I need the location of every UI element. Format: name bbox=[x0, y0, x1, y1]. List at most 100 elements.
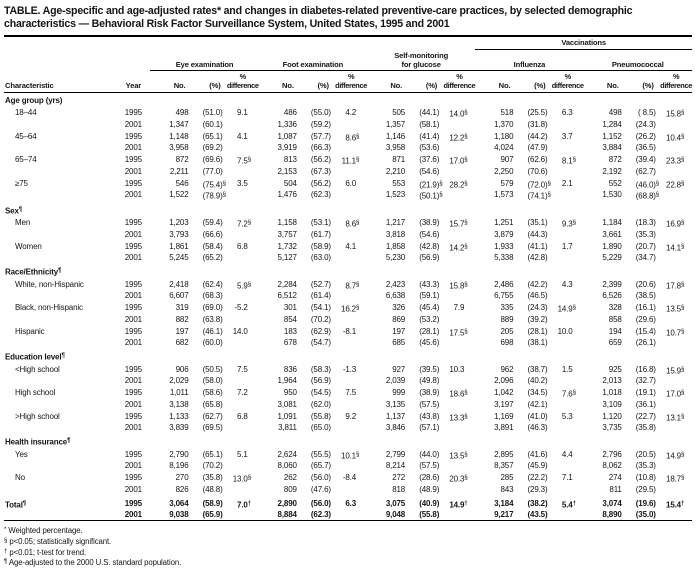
difference-cell bbox=[659, 400, 692, 410]
percent-cell: (31.8) bbox=[527, 119, 548, 129]
row-label: No bbox=[15, 473, 25, 483]
no-cell: 3,846 bbox=[385, 423, 406, 433]
no-cell: 1,146 bbox=[385, 131, 406, 141]
no-cell: 1,087 bbox=[277, 131, 297, 141]
table-row: Men 1995 1,203 (59.4) 7.2§ 1,158 (53.1) 8.6§ 1,2… bbox=[4, 216, 692, 230]
difference-cell bbox=[659, 143, 692, 153]
percent-cell: (58.0) bbox=[202, 376, 223, 386]
difference-cell: 13.5§ bbox=[449, 450, 468, 461]
percent-cell: (36.5) bbox=[635, 143, 656, 153]
year-cell: 1995 bbox=[124, 364, 142, 374]
difference-cell bbox=[226, 120, 259, 130]
no-cell: 505 bbox=[392, 108, 406, 118]
difference-cell bbox=[551, 120, 584, 130]
no-cell: 2,399 bbox=[602, 279, 622, 289]
difference-cell bbox=[442, 338, 475, 348]
year-cell: 2001 bbox=[124, 229, 142, 239]
difference-cell: 17.8§ bbox=[666, 280, 685, 291]
difference-cell: 9.2 bbox=[345, 411, 356, 421]
no-cell: 1,336 bbox=[277, 119, 297, 129]
difference-cell: 13.5§ bbox=[666, 304, 685, 314]
difference-cell bbox=[551, 291, 584, 301]
percent-cell: (20.7) bbox=[635, 241, 656, 251]
difference-cell bbox=[226, 461, 259, 471]
difference-cell bbox=[334, 423, 367, 433]
year-cell: 1995 bbox=[124, 326, 142, 336]
difference-cell bbox=[334, 143, 367, 153]
percent-cell: (35.3) bbox=[635, 229, 656, 239]
row-label: Women bbox=[15, 241, 42, 251]
section-header: Education level¶ bbox=[5, 352, 65, 362]
difference-cell: 5.4† bbox=[561, 499, 577, 510]
no-cell: 272 bbox=[392, 473, 406, 483]
difference-cell: -8.1 bbox=[342, 326, 356, 336]
row-label: 45–64 bbox=[15, 131, 37, 141]
year-cell: 2001 bbox=[124, 461, 142, 471]
no-cell: 3,197 bbox=[494, 399, 514, 409]
no-cell: 546 bbox=[175, 178, 189, 188]
percent-cell: (62.0) bbox=[310, 399, 331, 409]
difference-cell: 7.1 bbox=[561, 473, 573, 483]
difference-cell: 4.3 bbox=[561, 279, 573, 289]
table-row: Hispanic 1995 197 (46.1) 14.0 183 (62.9) -8.1 19… bbox=[4, 325, 692, 339]
no-cell: 925 bbox=[608, 364, 622, 374]
table-row: 2001 882 (63.8) 854 (70.2) 869 (53.2) 889 (39.2)… bbox=[4, 315, 692, 325]
percent-cell: (36.1) bbox=[635, 399, 656, 409]
year-cell: 2001 bbox=[124, 143, 142, 153]
percent-cell: (62.4) bbox=[202, 279, 223, 289]
percent-cell: (15.4) bbox=[635, 326, 656, 336]
difference-cell: 23.3§ bbox=[666, 156, 685, 166]
percent-cell: (53.2) bbox=[419, 314, 440, 324]
difference-cell: 7.5§ bbox=[237, 156, 252, 166]
difference-cell bbox=[442, 400, 475, 410]
percent-cell: (50.1)§ bbox=[419, 191, 443, 201]
no-cell: 6,755 bbox=[494, 291, 514, 301]
no-cell: 3,138 bbox=[169, 399, 189, 409]
percent-cell: (28.6) bbox=[419, 473, 440, 483]
group-header: Influenza bbox=[475, 49, 584, 72]
no-cell: 552 bbox=[608, 178, 622, 188]
difference-cell bbox=[226, 315, 259, 325]
no-cell: 2,039 bbox=[385, 376, 406, 386]
footnote: * Weighted percentage. bbox=[4, 526, 83, 536]
difference-cell: 14.0§ bbox=[449, 109, 468, 119]
row-label: Total¶ bbox=[5, 499, 27, 510]
percent-cell: (24.3) bbox=[635, 119, 656, 129]
percent-cell: (38.9) bbox=[419, 388, 440, 398]
difference-cell: 16.9§ bbox=[666, 219, 685, 229]
no-cell: 3,135 bbox=[385, 399, 406, 409]
percent-cell: (57.1) bbox=[419, 423, 440, 433]
year-cell: 1995 bbox=[124, 473, 142, 483]
difference-cell: 4.2 bbox=[345, 108, 356, 118]
no-cell: 3,891 bbox=[494, 423, 514, 433]
difference-cell bbox=[659, 461, 692, 471]
percent-cell: (68.8)§ bbox=[635, 191, 660, 201]
table-row: 2001 3,138 (65.8) 3,081 (62.0) 3,135 (57.5) 3,1… bbox=[4, 400, 692, 410]
no-cell: 3,074 bbox=[602, 498, 622, 508]
no-cell: 9,048 bbox=[385, 510, 406, 520]
percent-column-header: (%) bbox=[407, 70, 443, 94]
difference-cell: 17.0§ bbox=[449, 156, 468, 166]
percent-cell: (62.3) bbox=[310, 190, 331, 200]
year-cell: 2001 bbox=[124, 253, 142, 263]
percent-cell: (77.0) bbox=[202, 166, 223, 176]
no-cell: 1,530 bbox=[602, 190, 622, 200]
table-row: No 1995 270 (35.8) 13.0§ 262 (56.0) -8.4 272 (28.… bbox=[4, 471, 692, 485]
no-cell: 8,890 bbox=[602, 510, 622, 520]
difference-cell: 15.8§ bbox=[449, 280, 468, 291]
no-cell: 579 bbox=[500, 178, 514, 188]
row-label: Hispanic bbox=[15, 326, 45, 336]
section-header: Race/Ethnicity¶ bbox=[5, 267, 62, 277]
percent-cell: (62.3) bbox=[310, 510, 331, 520]
table-row: 2001 3,839 (69.5) 3,811 (65.0) 3,846 (57.1) 3,8… bbox=[4, 423, 692, 433]
year-cell: 2001 bbox=[124, 338, 142, 348]
footnote: ¶ Age-adjusted to the 2000 U.S. standard… bbox=[4, 558, 182, 568]
year-cell: 1995 bbox=[124, 155, 142, 165]
percent-cell: (65.1) bbox=[202, 449, 223, 459]
difference-cell: 8.6§ bbox=[345, 132, 360, 143]
percent-cell: (63.0) bbox=[310, 253, 331, 263]
percent-cell: (66.6) bbox=[202, 229, 223, 239]
percent-cell: (38.7) bbox=[527, 364, 548, 374]
percent-cell: (39.2) bbox=[527, 314, 548, 324]
footnotes: * Weighted percentage. § p<0.05; statisti… bbox=[4, 525, 692, 567]
